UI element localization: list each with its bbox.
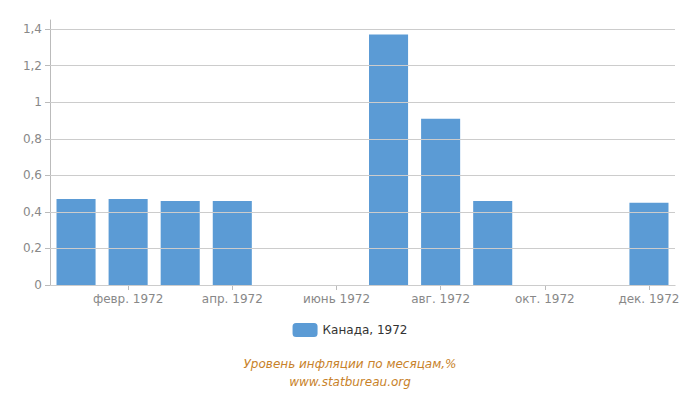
svg-text:окт. 1972: окт. 1972 [515,292,575,306]
svg-text:февр. 1972: февр. 1972 [93,292,164,306]
svg-text:www.statbureau.org: www.statbureau.org [289,375,411,389]
svg-text:июнь 1972: июнь 1972 [303,292,370,306]
svg-text:дек. 1972: дек. 1972 [618,292,679,306]
svg-text:0,2: 0,2 [23,241,42,255]
svg-text:0,6: 0,6 [23,168,42,182]
svg-text:авг. 1972: авг. 1972 [411,292,470,306]
svg-text:1: 1 [34,95,42,109]
svg-text:0,4: 0,4 [23,205,42,219]
svg-text:апр. 1972: апр. 1972 [202,292,263,306]
svg-text:0,8: 0,8 [23,132,42,146]
svg-text:1,4: 1,4 [23,22,42,36]
svg-text:Канада, 1972: Канада, 1972 [323,323,408,337]
svg-text:1,2: 1,2 [23,59,42,73]
svg-text:Уровень инфляции по месяцам,%: Уровень инфляции по месяцам,% [244,357,457,371]
svg-text:0: 0 [34,278,42,292]
